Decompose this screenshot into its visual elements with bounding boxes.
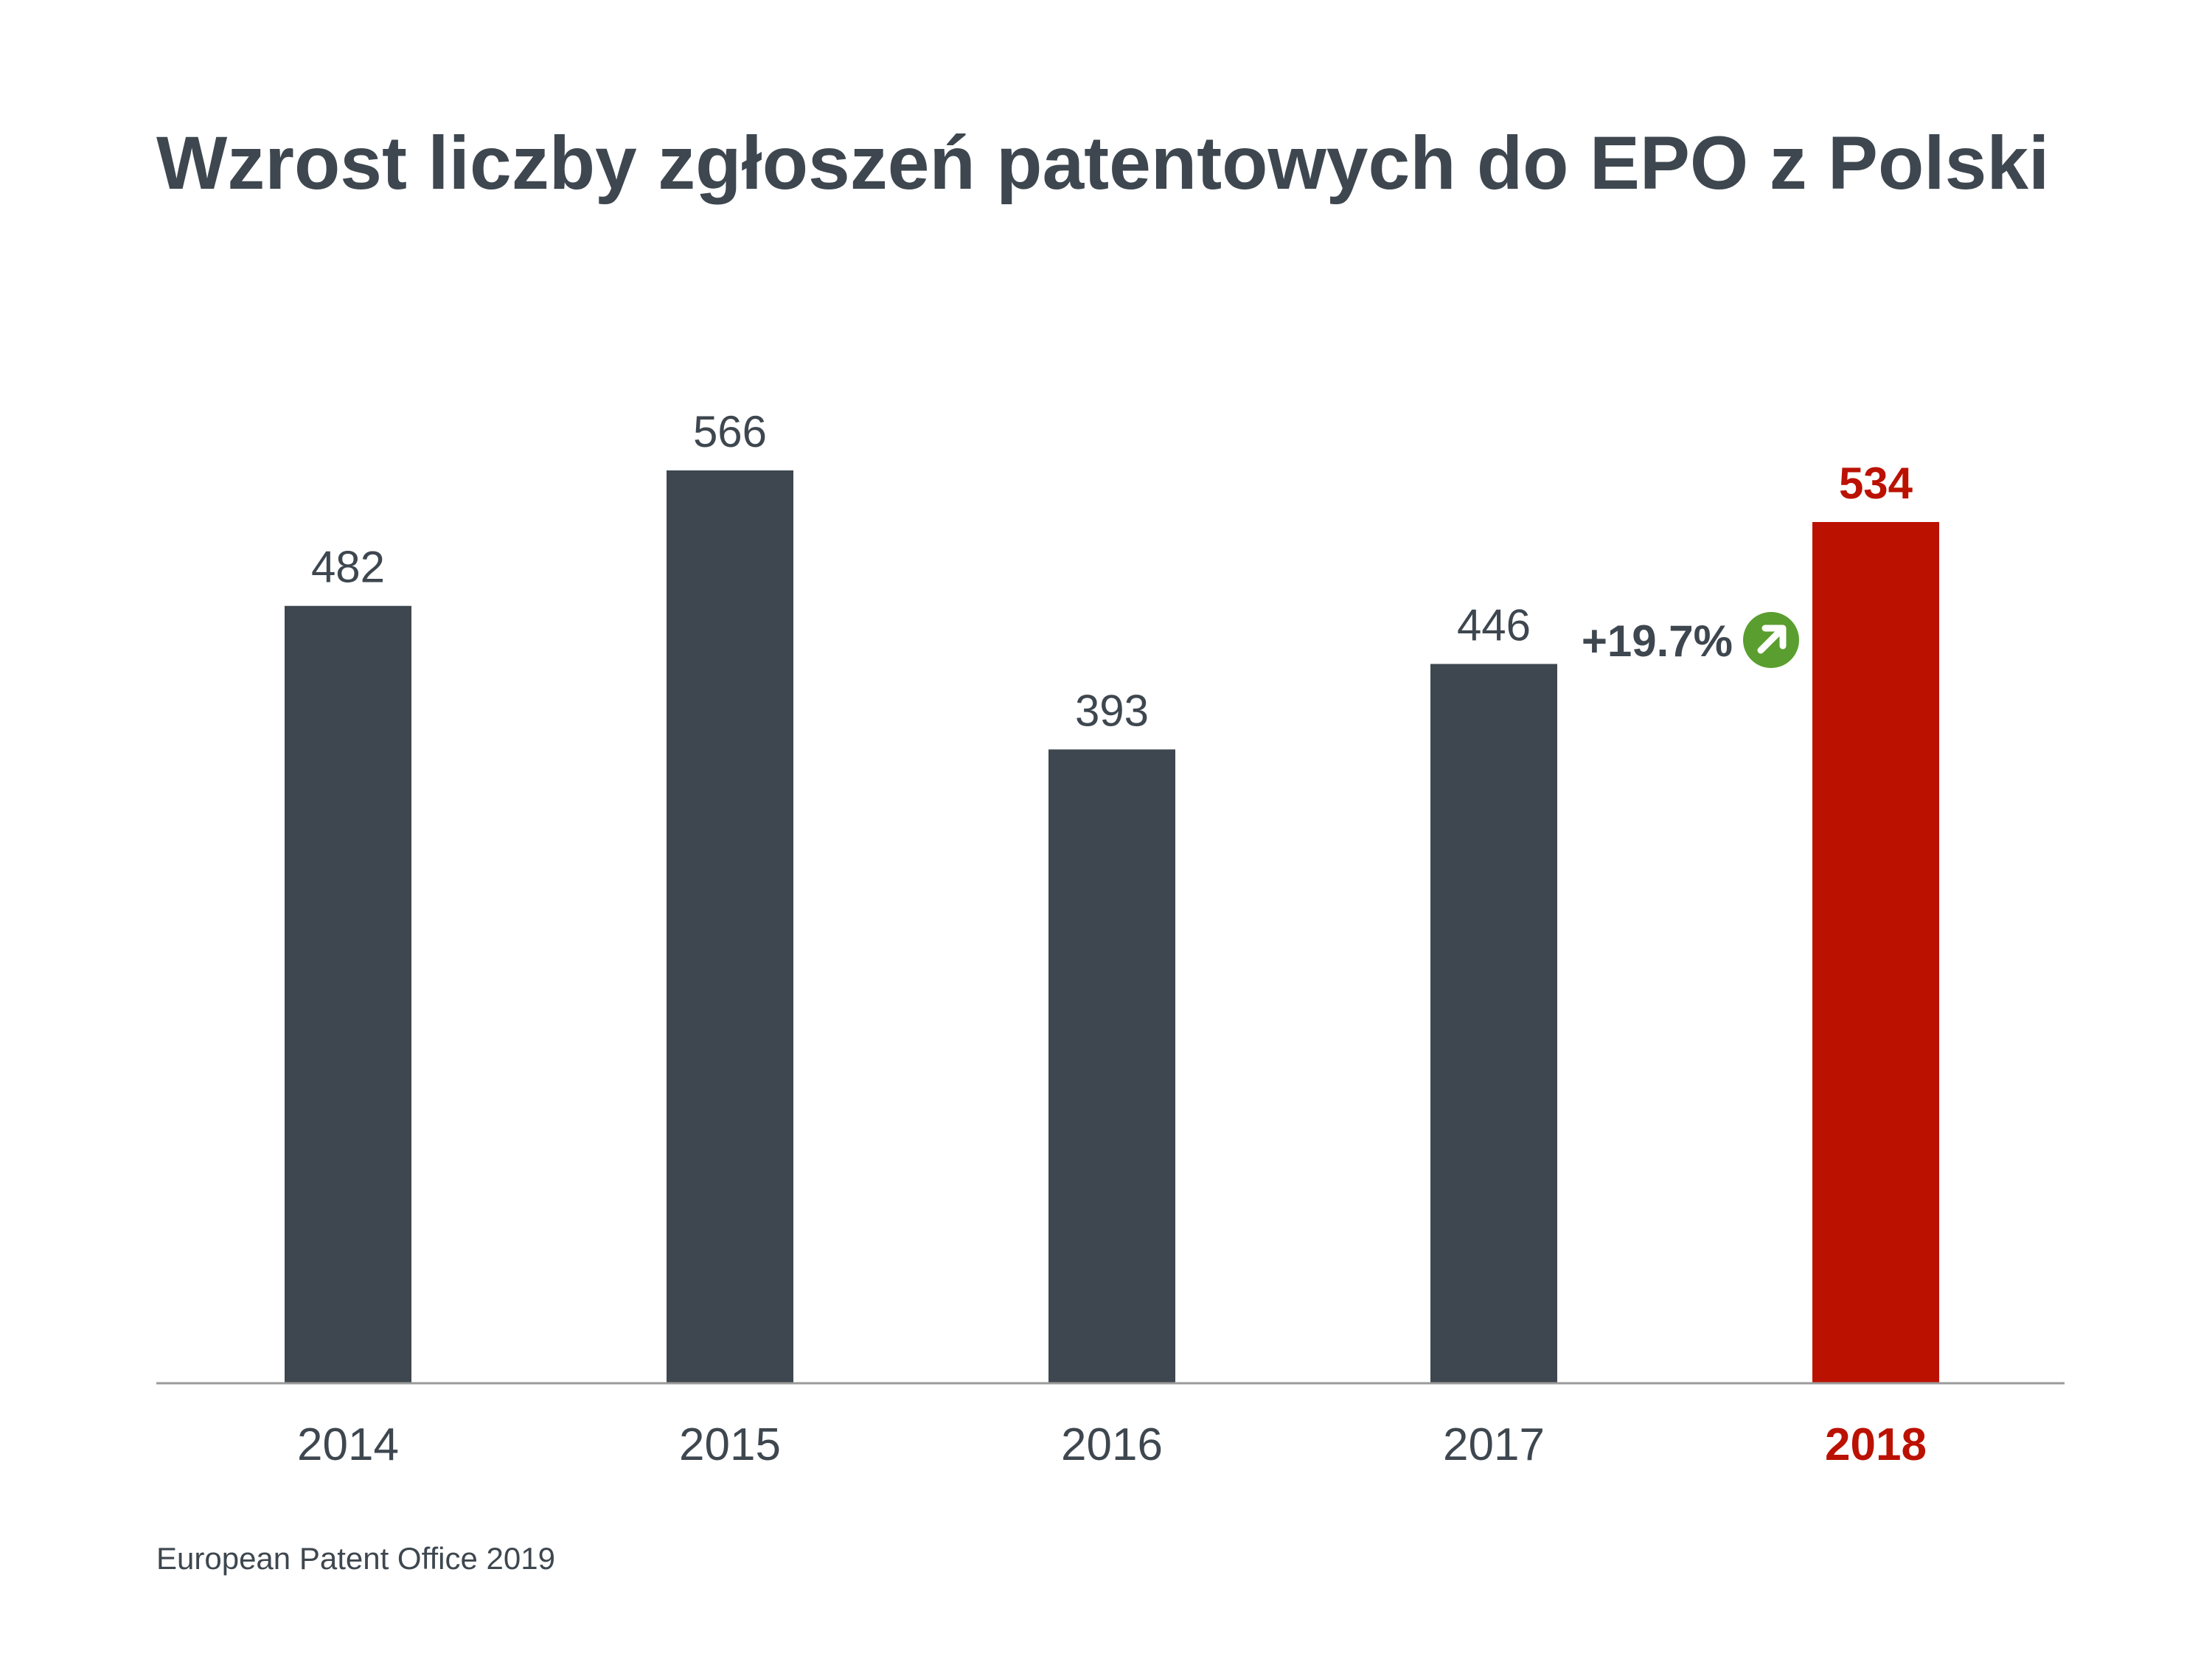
value-label-2017: 446 (1457, 600, 1531, 650)
bar-2016 (1048, 749, 1175, 1383)
chart-title: Wzrost liczby zgłoszeń patentowych do EP… (156, 121, 2050, 205)
bar-2014 (285, 605, 411, 1383)
source-note: European Patent Office 2019 (156, 1541, 555, 1576)
tick-label-2018: 2018 (1825, 1419, 1927, 1470)
tick-label-2016: 2016 (1061, 1419, 1163, 1470)
bars-layer (285, 470, 1939, 1383)
bar-2017 (1430, 664, 1557, 1383)
value-label-2014: 482 (311, 543, 385, 592)
value-label-2018: 534 (1839, 459, 1913, 508)
tick-label-2017: 2017 (1443, 1419, 1545, 1470)
value-label-2016: 393 (1075, 686, 1149, 735)
bar-2018 (1812, 521, 1939, 1383)
tick-label-2015: 2015 (679, 1419, 781, 1470)
value-labels-layer: 482 566 393 446 534 (311, 407, 1913, 735)
tick-label-2014: 2014 (297, 1419, 399, 1470)
growth-annotation-text: +19.7% (1582, 616, 1733, 666)
growth-annotation: +19.7% (1582, 612, 1799, 668)
arrow-up-right-circle-icon (1743, 612, 1799, 668)
x-tick-labels: 2014 2015 2016 2017 2018 (297, 1419, 1927, 1470)
value-label-2015: 566 (693, 407, 767, 456)
bar-2015 (667, 470, 793, 1383)
